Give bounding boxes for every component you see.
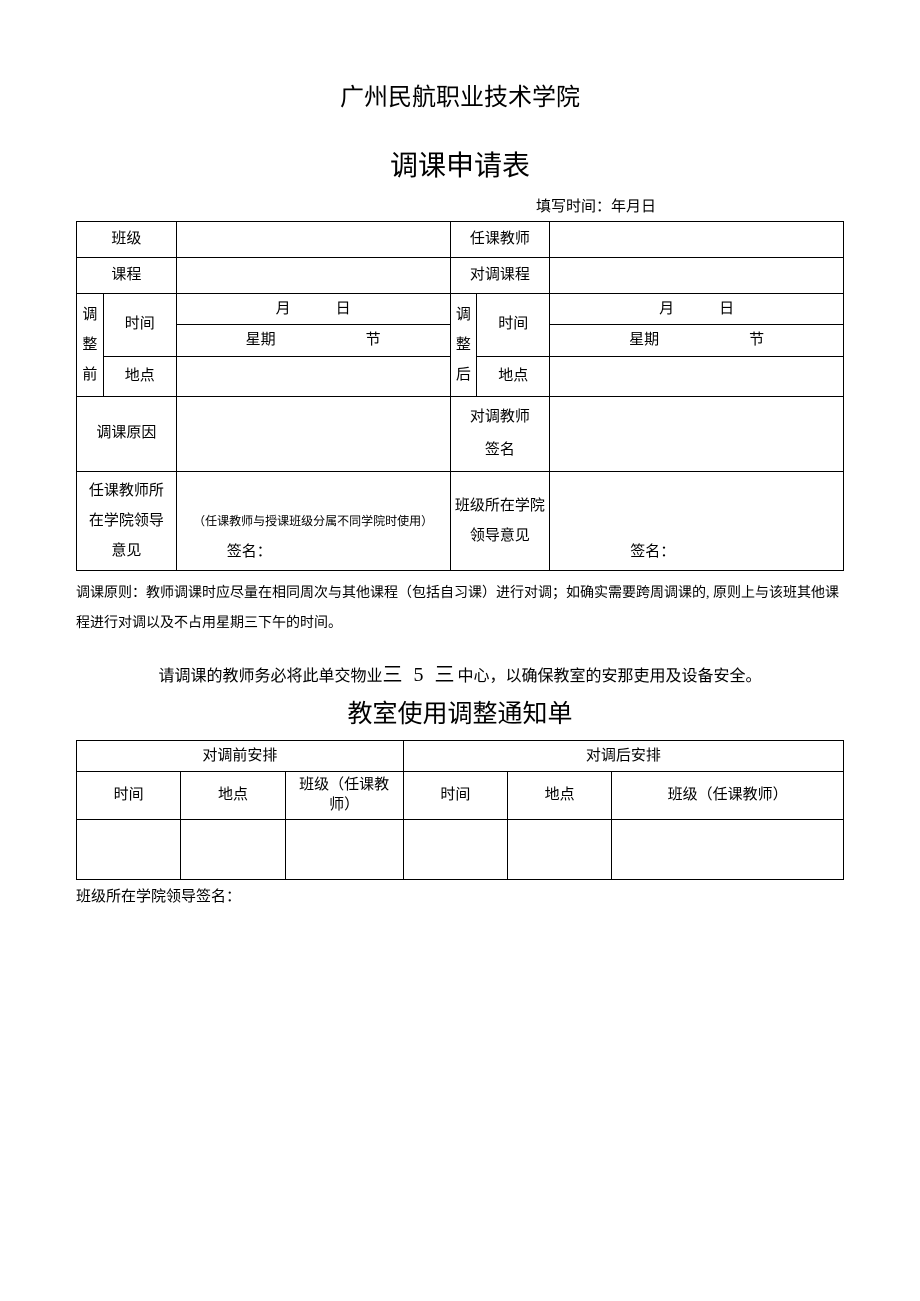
- reason-label: 调课原因: [77, 396, 177, 471]
- course-value[interactable]: [176, 257, 450, 293]
- teacher-dept-opinion-value[interactable]: （任课教师与授课班级分属不同学院时使用） 签名：: [176, 471, 450, 570]
- swap-course-value[interactable]: [550, 257, 844, 293]
- teacher-label: 任课教师: [450, 221, 550, 257]
- sign-label: 签名：: [227, 541, 272, 564]
- before-class-teacher-value[interactable]: [285, 820, 403, 880]
- after-date-value[interactable]: 月 日: [550, 293, 844, 325]
- notice-title: 教室使用调整通知单: [76, 696, 844, 734]
- table-row: 课程 对调课程: [77, 257, 844, 293]
- class-label: 班级: [77, 221, 177, 257]
- notice-instruction: 请调课的教师务必将此单交物业三 5 三中心，以确保教室的安那吏用及设备安全。: [76, 660, 844, 690]
- before-line: 整: [82, 337, 97, 353]
- class-dept-opinion-value[interactable]: 签名：: [550, 471, 844, 570]
- notice-suffix: 中心，以确保教室的安那吏用及设备安全。: [458, 668, 762, 685]
- table-row: 对调前安排 对调后安排: [77, 740, 844, 772]
- class-dept-opinion-label: 班级所在学院 领导意见: [450, 471, 550, 570]
- class-teacher-col-header: 班级（任课教师）: [612, 772, 844, 820]
- swap-course-label: 对调课程: [450, 257, 550, 293]
- place-label: 地点: [103, 356, 176, 396]
- reason-value[interactable]: [176, 396, 450, 471]
- after-label: 调 整 后: [450, 293, 477, 396]
- table-row: 调 整 前 时间 月 日 调 整 后 时间 月 日: [77, 293, 844, 325]
- time-col-header: 时间: [77, 772, 181, 820]
- before-week-value[interactable]: 星期 节: [176, 325, 450, 357]
- after-place-value[interactable]: [550, 356, 844, 396]
- after-line: 后: [456, 367, 471, 383]
- after-line: 整: [456, 337, 471, 353]
- after-line: 调: [456, 307, 471, 323]
- footer-sign-label: 班级所在学院领导签名：: [76, 886, 844, 909]
- swap-teacher-sign-value[interactable]: [550, 396, 844, 471]
- after-week-value[interactable]: 星期 节: [550, 325, 844, 357]
- after-arrangement-header: 对调后安排: [403, 740, 843, 772]
- table-row: 任课教师所 在学院领导 意见 （任课教师与授课班级分属不同学院时使用） 签名： …: [77, 471, 844, 570]
- table-row: [77, 820, 844, 880]
- before-place-value[interactable]: [181, 820, 285, 880]
- before-time-value[interactable]: [77, 820, 181, 880]
- class-value[interactable]: [176, 221, 450, 257]
- before-arrangement-header: 对调前安排: [77, 740, 404, 772]
- notice-prefix: 请调课的教师务必将此单交物业: [158, 668, 382, 685]
- after-place-value[interactable]: [508, 820, 612, 880]
- opinion-line: 任课教师所: [89, 483, 164, 499]
- fill-time-label: 填写时间：年月日: [76, 196, 844, 219]
- before-date-value[interactable]: 月 日: [176, 293, 450, 325]
- time-label: 时间: [103, 293, 176, 356]
- sign-label: 签名：: [630, 541, 675, 564]
- after-class-teacher-value[interactable]: [612, 820, 844, 880]
- class-teacher-col-header: 班级（任课教师）: [285, 772, 403, 820]
- time-label: 时间: [477, 293, 550, 356]
- after-time-value[interactable]: [403, 820, 507, 880]
- application-form-table: 班级 任课教师 课程 对调课程 调 整 前 时间 月 日 调 整 后 时间 月 …: [76, 221, 844, 571]
- before-line: 调: [82, 307, 97, 323]
- principle-text: 调课原则：教师调课时应尽量在相同周次与其他课程（包括自习课）进行对调；如确实需要…: [76, 579, 844, 641]
- swap-sign-line: 签名: [485, 442, 515, 458]
- place-label: 地点: [477, 356, 550, 396]
- time-col-header: 时间: [403, 772, 507, 820]
- place-col-header: 地点: [508, 772, 612, 820]
- notice-table: 对调前安排 对调后安排 时间 地点 班级（任课教师） 时间 地点 班级（任课教师…: [76, 740, 844, 881]
- opinion-line: 在学院领导: [89, 513, 164, 529]
- table-row: 调课原因 对调教师 签名: [77, 396, 844, 471]
- course-label: 课程: [77, 257, 177, 293]
- form-title: 调课申请表: [76, 146, 844, 188]
- before-place-value[interactable]: [176, 356, 450, 396]
- swap-teacher-sign-label: 对调教师 签名: [450, 396, 550, 471]
- opinion-note: （任课教师与授课班级分属不同学院时使用）: [179, 512, 448, 530]
- institution-name: 广州民航职业技术学院: [76, 80, 844, 116]
- opinion-line: 意见: [111, 543, 141, 559]
- table-row: 班级 任课教师: [77, 221, 844, 257]
- opinion-line: 班级所在学院: [455, 498, 545, 514]
- before-label: 调 整 前: [77, 293, 104, 396]
- place-col-header: 地点: [181, 772, 285, 820]
- swap-sign-line: 对调教师: [470, 409, 530, 425]
- notice-emph: 三 5 三: [383, 664, 458, 686]
- before-line: 前: [82, 367, 97, 383]
- teacher-dept-opinion-label: 任课教师所 在学院领导 意见: [77, 471, 177, 570]
- opinion-line: 领导意见: [470, 528, 530, 544]
- teacher-value[interactable]: [550, 221, 844, 257]
- table-row: 时间 地点 班级（任课教师） 时间 地点 班级（任课教师）: [77, 772, 844, 820]
